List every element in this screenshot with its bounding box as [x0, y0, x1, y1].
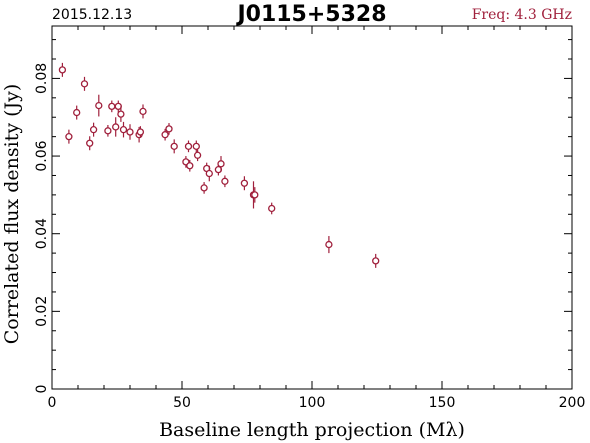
data-point — [86, 139, 94, 147]
data-point — [80, 80, 89, 88]
data-point — [221, 177, 229, 185]
x-tick-label: 100 — [299, 395, 326, 411]
y-axis-label: Correlated flux density (Jy) — [1, 84, 23, 345]
data-point — [192, 142, 200, 151]
data-point — [170, 142, 178, 151]
x-tick-label: 200 — [559, 395, 586, 411]
y-tick-label: 0.02 — [34, 296, 50, 327]
data-point — [95, 101, 103, 110]
axis-ticks — [51, 26, 573, 390]
data-point — [325, 240, 333, 249]
data-point — [136, 128, 145, 136]
plot-frame — [51, 25, 573, 390]
data-point — [184, 142, 193, 151]
data-point — [193, 151, 202, 159]
x-tick-label: 150 — [429, 395, 456, 411]
data-point — [165, 125, 173, 133]
data-point — [186, 162, 194, 170]
data-point — [268, 204, 276, 213]
y-tick-label: 0.08 — [34, 63, 50, 94]
data-point — [139, 107, 147, 116]
data-point — [251, 191, 259, 199]
axis-tick-labels: 0 50 100 150 200 0 0.02 0.04 0.06 0.08 — [34, 63, 585, 411]
data-point — [89, 126, 98, 134]
data-point — [200, 184, 208, 192]
data-point — [108, 102, 116, 111]
x-axis-label: Baseline length projection (Mλ) — [159, 419, 465, 441]
data-point — [126, 128, 134, 136]
y-tick-label: 0 — [34, 385, 50, 394]
y-tick-label: 0.06 — [34, 140, 50, 171]
data-point — [240, 179, 249, 187]
data-point — [112, 123, 120, 131]
y-tick-label: 0.04 — [34, 218, 50, 249]
header-frequency: Freq: 4.3 GHz — [472, 7, 572, 23]
header-date: 2015.12.13 — [52, 7, 132, 23]
chart-title: J0115+5328 — [235, 2, 386, 27]
data-point — [205, 169, 213, 178]
data-point — [73, 108, 81, 117]
x-tick-label: 50 — [173, 395, 191, 411]
data-point — [65, 132, 73, 141]
data-point — [104, 127, 112, 135]
data-points — [58, 62, 380, 268]
data-point — [119, 126, 128, 134]
x-tick-label: 0 — [48, 395, 57, 411]
data-point — [161, 131, 169, 139]
data-point — [372, 257, 380, 265]
data-point — [58, 66, 67, 74]
data-point — [217, 160, 225, 168]
data-point — [117, 110, 125, 118]
